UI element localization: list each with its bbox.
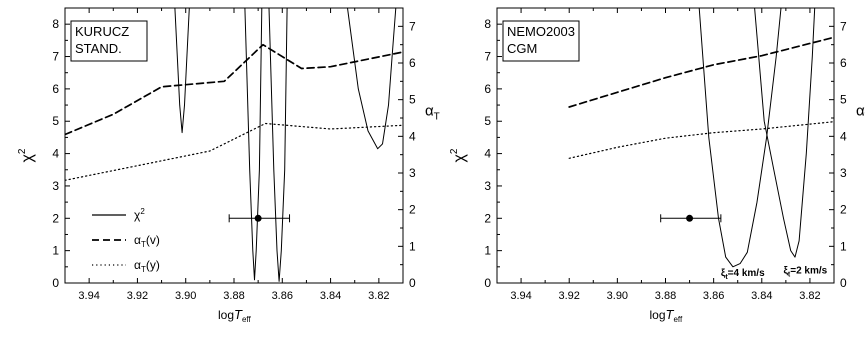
y-tick-label-left: 1	[52, 244, 59, 258]
y-tick-label-left: 7	[484, 50, 491, 64]
panel-left: 3.94 3.92 3.90 3.88 3.86 3.84 3.82 0 1 2 3 4 5 6 7 8 0 1 2…	[17, 8, 440, 324]
y-tick-label-left: 6	[52, 82, 59, 96]
y-tick-label-right: 0	[409, 276, 416, 290]
alpha-y-line	[65, 124, 403, 181]
y-label-left-sup: 2	[449, 148, 460, 154]
chi2-curve-segment-0	[699, 8, 781, 267]
y-tick-label-left: 3	[484, 179, 491, 193]
x-axis-label: logTeff	[650, 307, 683, 324]
x-tick-label: 3.86	[703, 290, 724, 302]
y-tick-label-left: 8	[52, 17, 59, 31]
y-tick-label-left: 2	[52, 211, 59, 225]
legend-main: α	[134, 233, 141, 247]
x-tick-label: 3.84	[320, 290, 341, 302]
y-tick-label-left: 6	[484, 82, 491, 96]
alpha-v-line	[569, 37, 834, 107]
y-axis-label-left: χ2	[449, 148, 468, 162]
y-tick-label-right: 2	[840, 203, 847, 217]
x-tick-label: 3.86	[272, 290, 293, 302]
annotation-line: NEMO2003	[507, 24, 575, 39]
y-tick-label-right: 5	[409, 93, 416, 107]
y-tick-label-right: 1	[840, 239, 847, 253]
x-tick-label: 3.90	[175, 290, 196, 302]
y-tick-label-left: 4	[52, 147, 59, 161]
y-tick-label-right: 6	[840, 56, 847, 70]
x-tick-label: 3.92	[127, 290, 148, 302]
x-tick-label: 3.88	[223, 290, 244, 302]
y-tick-label-left: 5	[52, 114, 59, 128]
y-tick-label-right: 7	[840, 19, 847, 33]
series-group	[569, 8, 834, 267]
y-tick-label-left: 1	[484, 244, 491, 258]
y-tick-label-right: 5	[840, 93, 847, 107]
y-label-right-main: α	[856, 103, 865, 120]
x-tick-label: 3.82	[799, 290, 820, 302]
y-tick-label-left: 0	[484, 276, 491, 290]
y-axis-label-right: αT	[425, 103, 440, 123]
errorbar-point	[255, 215, 262, 222]
y-tick-label-right: 4	[409, 129, 416, 143]
x-tick-label: 3.84	[751, 290, 772, 302]
curve-label-suffix: =4 km/s	[728, 268, 765, 279]
x-label-sub: eff	[242, 315, 252, 324]
curve-label: ξt=4 km/s	[721, 268, 765, 281]
y-tick-label-right: 6	[409, 56, 416, 70]
x-tick-label: 3.92	[559, 290, 580, 302]
y-label-right-sub: T	[434, 112, 440, 123]
y-tick-label-left: 7	[52, 50, 59, 64]
y-tick-label-right: 7	[409, 19, 416, 33]
y-label-right-main: α	[425, 103, 434, 120]
annotation-line: CGM	[507, 41, 537, 56]
curve-label: ξt=2 km/s	[783, 265, 827, 278]
legend-main: α	[134, 258, 141, 272]
legend-label: αT(y)	[134, 258, 160, 274]
y-tick-label-right: 3	[409, 166, 416, 180]
y-tick-label-left: 3	[52, 179, 59, 193]
y-axis-label-left: χ2	[17, 148, 36, 162]
chi2-curve-segment-0	[175, 8, 189, 133]
y-tick-label-right: 3	[840, 166, 847, 180]
x-tick-label: 3.82	[368, 290, 389, 302]
y-tick-label-right: 1	[409, 239, 416, 253]
x-axis-label: logTeff	[218, 307, 251, 324]
x-label-main: log	[218, 308, 234, 322]
chi2-curve-segment-2	[269, 8, 287, 281]
y-tick-label-left: 2	[484, 211, 491, 225]
x-label-sub: eff	[673, 315, 683, 324]
y-tick-label-left: 4	[484, 147, 491, 161]
x-label-main: log	[650, 308, 666, 322]
y-tick-label-right: 2	[409, 203, 416, 217]
curve-label-suffix: =2 km/s	[790, 265, 827, 276]
legend-sup: 2	[140, 207, 145, 216]
x-tick-label: 3.94	[78, 290, 99, 302]
chi2-curve-segment-1	[245, 8, 262, 280]
panel-right: 3.94 3.92 3.90 3.88 3.86 3.84 3.82 0 1 2 3 4 5 6 7 8 0 1 2…	[449, 8, 865, 324]
y-axis-label-right: αT	[856, 103, 865, 123]
x-tick-label: 3.90	[607, 290, 628, 302]
x-tick-label: 3.94	[510, 290, 531, 302]
legend-label: χ2	[134, 207, 145, 222]
y-tick-label-left: 0	[52, 276, 59, 290]
annotation-line: STAND.	[75, 41, 122, 56]
legend-suffix: (y)	[146, 258, 160, 272]
y-label-left-sup: 2	[17, 148, 28, 154]
y-tick-label-right: 4	[840, 129, 847, 143]
legend-label: αT(v)	[134, 233, 160, 249]
y-tick-label-left: 8	[484, 17, 491, 31]
y-tick-label-right: 0	[840, 276, 847, 290]
legend-suffix: (v)	[146, 233, 160, 247]
annotation-line: KURUCZ	[75, 24, 129, 39]
errorbar-point	[686, 215, 693, 222]
alpha-y-line	[569, 122, 834, 159]
x-tick-label: 3.88	[655, 290, 676, 302]
y-tick-label-left: 5	[484, 114, 491, 128]
